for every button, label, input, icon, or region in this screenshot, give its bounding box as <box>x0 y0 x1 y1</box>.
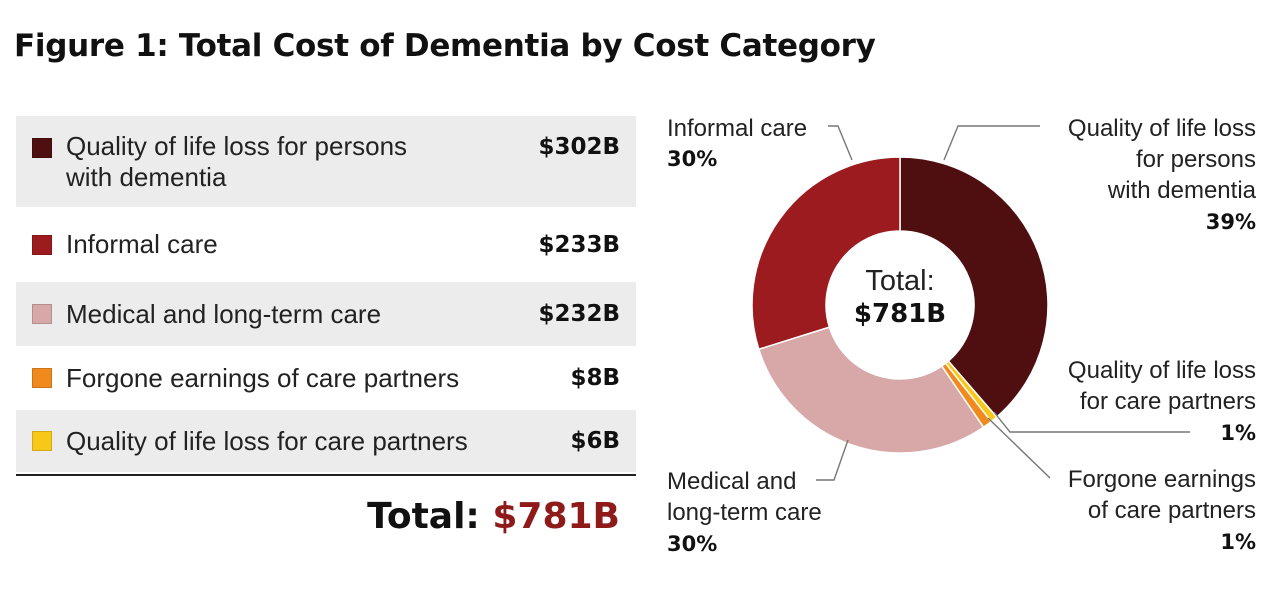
callout-qol-partners: Quality of life loss for care partners 1… <box>1068 357 1256 445</box>
callout-label: Quality of life loss <box>1068 115 1256 142</box>
callout-label: for care partners <box>1080 388 1256 415</box>
table-row: Quality of life loss for persons with de… <box>16 116 636 207</box>
leader-line-qol-partners <box>993 411 1190 433</box>
table-total: Total: $781B <box>367 496 620 537</box>
center-total-label: Total: <box>865 265 934 297</box>
leader-line-medical <box>816 439 849 481</box>
leader-line-qol-persons <box>943 125 1040 161</box>
callout-label: with dementia <box>1107 177 1257 204</box>
row-value: $233B <box>538 231 620 258</box>
center-total-value: $781B <box>854 299 946 329</box>
row-value: $302B <box>538 134 620 160</box>
callout-informal: Informal care 30% <box>667 115 807 171</box>
callout-label: for persons <box>1136 146 1256 173</box>
table-row: Forgone earnings of care partners $8B <box>16 346 636 410</box>
leader-line-informal <box>828 125 853 161</box>
figure-title: Figure 1: Total Cost of Dementia by Cost… <box>14 28 876 64</box>
callout-label: Medical and <box>667 468 796 495</box>
callout-medical: Medical and long-term care 30% <box>667 468 822 556</box>
table-divider <box>16 474 636 476</box>
legend-swatch <box>32 368 52 388</box>
donut-slice-0 <box>899 156 1049 419</box>
donut-slices <box>751 156 1049 454</box>
legend-swatch <box>32 304 52 324</box>
callout-percent: 39% <box>1206 210 1256 234</box>
row-label: Medical and long-term care <box>66 298 382 329</box>
callout-percent: 1% <box>1220 421 1256 445</box>
donut-slice-4 <box>751 156 901 351</box>
row-value: $6B <box>570 428 620 454</box>
callout-percent: 1% <box>1220 530 1256 554</box>
row-value: $8B <box>570 365 620 391</box>
row-label: Quality of life loss for care partners <box>66 425 468 456</box>
callout-forgone: Forgone earnings of care partners 1% <box>1068 466 1256 554</box>
row-label: Informal care <box>66 229 218 259</box>
row-label: Forgone earnings of care partners <box>66 362 460 393</box>
callout-percent: 30% <box>667 147 717 171</box>
table-row: Medical and long-term care $232B <box>16 282 636 346</box>
leader-line-forgone <box>987 417 1051 479</box>
callout-label: Forgone earnings <box>1068 466 1256 493</box>
callout-label: Informal care <box>667 115 807 142</box>
row-value: $232B <box>538 301 620 327</box>
row-label: Quality of life loss for persons with de… <box>66 130 408 192</box>
callout-label: long-term care <box>667 499 822 526</box>
table-row: Quality of life loss for care partners $… <box>16 410 636 472</box>
callout-qol-persons: Quality of life loss for persons with de… <box>1068 115 1257 234</box>
callout-percent: 30% <box>667 532 717 556</box>
legend-swatch <box>32 234 52 255</box>
table-row: Informal care $233B <box>16 207 636 282</box>
cost-table: Quality of life loss for persons with de… <box>16 116 636 472</box>
legend-swatch <box>32 431 52 451</box>
legend-swatch <box>32 138 52 158</box>
callout-label: Quality of life loss <box>1068 357 1256 384</box>
donut-slice-3 <box>757 326 985 454</box>
callout-label: of care partners <box>1088 497 1256 524</box>
